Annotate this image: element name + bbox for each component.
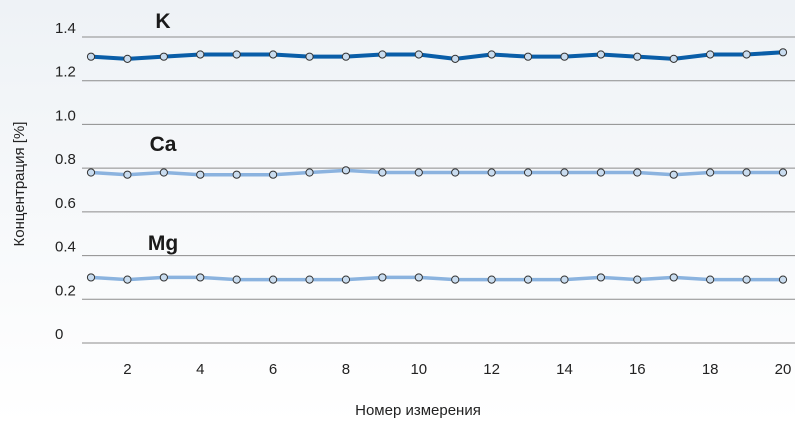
data-point-ca — [596, 168, 605, 177]
y-tick-label: 1.4 — [55, 20, 76, 37]
data-point-mg — [159, 273, 168, 282]
y-tick-labels: 0 0.2 0.4 0.6 0.8 1.0 1.2 1.4 — [55, 20, 76, 343]
data-point-ca — [560, 168, 569, 177]
data-point-mg — [305, 275, 314, 284]
x-tick-label: 6 — [269, 361, 277, 378]
data-point-ca — [742, 168, 751, 177]
x-axis-title: Номер измерения — [355, 402, 481, 419]
data-point-k — [123, 54, 132, 63]
x-tick-label: 18 — [702, 361, 719, 378]
data-point-k — [232, 50, 241, 59]
data-point-ca — [414, 168, 423, 177]
data-point-mg — [742, 275, 751, 284]
series-mg — [86, 273, 788, 284]
data-point-k — [596, 50, 605, 59]
data-point-mg — [523, 275, 533, 284]
data-point-k — [341, 52, 351, 61]
data-point-k — [778, 48, 788, 57]
data-point-k — [196, 50, 205, 59]
data-point-ca — [633, 168, 642, 177]
x-tick-label: 12 — [483, 361, 500, 378]
x-tick-label: 8 — [342, 361, 350, 378]
data-point-k — [633, 52, 642, 61]
x-tick-label: 4 — [196, 361, 204, 378]
data-point-ca — [451, 168, 460, 177]
data-point-k — [378, 50, 387, 59]
data-point-mg — [487, 275, 496, 284]
x-tick-label: 10 — [410, 361, 427, 378]
data-point-mg — [451, 275, 460, 284]
series-ca — [86, 166, 788, 179]
data-point-ca — [341, 166, 351, 175]
y-tick-label: 0.4 — [55, 239, 76, 256]
data-point-ca — [159, 168, 168, 177]
data-point-ca — [305, 168, 314, 177]
y-axis-title: Концентрация [%] — [11, 122, 28, 247]
data-point-k — [706, 50, 715, 59]
series-label-ca: Ca — [150, 133, 177, 156]
data-point-k — [742, 50, 751, 59]
data-point-ca — [232, 170, 241, 179]
data-point-ca — [196, 170, 205, 179]
data-point-ca — [669, 170, 678, 179]
data-point-mg — [633, 275, 642, 284]
data-point-k — [669, 54, 678, 63]
data-point-k — [487, 50, 496, 59]
gridlines — [82, 36, 795, 344]
series-line-mg — [90, 275, 783, 282]
data-point-k — [159, 52, 168, 61]
data-point-ca — [123, 170, 132, 179]
data-point-ca — [86, 168, 96, 177]
data-point-mg — [86, 273, 96, 282]
x-tick-label: 2 — [123, 361, 131, 378]
data-point-ca — [523, 168, 533, 177]
y-tick-label: 1.0 — [55, 107, 76, 124]
series-line-ca — [90, 168, 783, 177]
data-point-mg — [378, 273, 387, 282]
series-label-k: K — [155, 10, 170, 33]
data-point-ca — [487, 168, 496, 177]
data-point-k — [86, 52, 96, 61]
data-point-k — [560, 52, 569, 61]
series-label-mg: Mg — [148, 232, 178, 255]
data-point-ca — [378, 168, 387, 177]
data-point-mg — [196, 273, 205, 282]
x-tick-label: 16 — [629, 361, 646, 378]
series-k — [86, 48, 788, 63]
data-point-mg — [232, 275, 241, 284]
data-point-ca — [269, 170, 278, 179]
x-tick-labels: 2 4 6 8 10 12 14 16 18 20 — [123, 361, 791, 378]
y-tick-label: 1.2 — [55, 64, 76, 81]
data-point-mg — [560, 275, 569, 284]
data-point-k — [523, 52, 533, 61]
data-point-mg — [414, 273, 423, 282]
data-point-ca — [706, 168, 715, 177]
data-point-k — [269, 50, 278, 59]
data-point-mg — [269, 275, 278, 284]
data-point-mg — [341, 275, 351, 284]
data-point-mg — [123, 275, 132, 284]
series-line-k — [90, 50, 784, 61]
data-point-mg — [706, 275, 715, 284]
data-point-k — [451, 54, 460, 63]
data-point-ca — [778, 168, 788, 177]
data-point-mg — [669, 273, 678, 282]
data-point-k — [305, 52, 314, 61]
data-point-k — [414, 50, 423, 59]
y-tick-label: 0.2 — [55, 282, 76, 299]
series-labels: K Ca Mg — [148, 10, 178, 255]
x-tick-label: 20 — [775, 361, 792, 378]
data-point-mg — [596, 273, 605, 282]
y-tick-label: 0.6 — [55, 195, 76, 212]
series-group — [86, 48, 788, 284]
x-tick-label: 14 — [556, 361, 573, 378]
y-tick-label: 0 — [55, 326, 63, 343]
y-tick-label: 0.8 — [55, 151, 76, 168]
data-point-mg — [778, 275, 788, 284]
